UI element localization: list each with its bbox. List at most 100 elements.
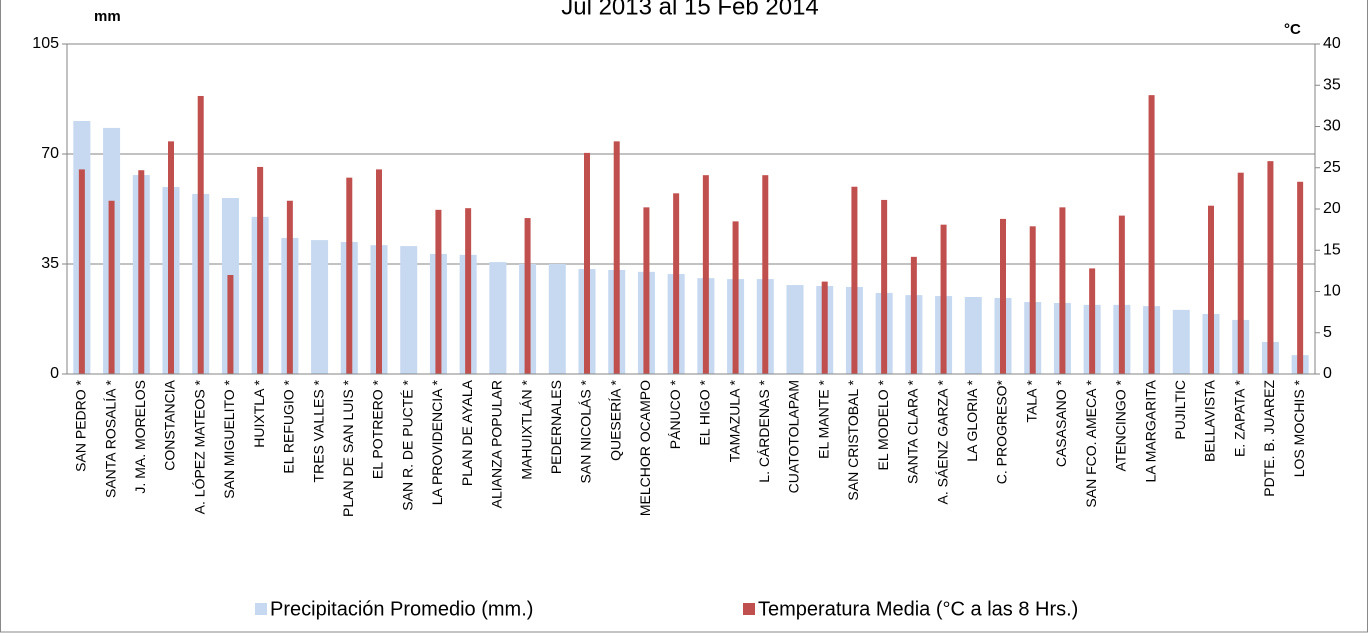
x-tick-label: EL POTRERO * [370, 379, 386, 479]
y2-tick-label: 40 [1323, 35, 1341, 52]
bar [78, 169, 85, 374]
x-tick-label: A. SÁENZ GARZA * [934, 379, 950, 504]
bar [257, 166, 264, 374]
x-tick-label: PLAN DE SAN LUIS * [340, 379, 356, 516]
x-tick-label: PLAN DE AYALA [459, 379, 475, 486]
x-tick-label: EL MODELO * [875, 379, 891, 470]
y2-tick-label: 5 [1323, 324, 1332, 341]
bar [1208, 205, 1214, 374]
bar [1118, 215, 1125, 374]
x-tick-label: MAHUIXTLÁN * [518, 379, 534, 479]
bar [910, 256, 917, 374]
y2-axis-label: °C [1284, 21, 1301, 38]
bar [613, 141, 620, 374]
legend-label: Precipitación Promedio (mm.) [270, 598, 533, 620]
bar [821, 281, 828, 374]
x-tick-label: PDTE. B. JUAREZ [1261, 380, 1277, 497]
y2-tick-label: 30 [1323, 118, 1341, 135]
bar [1029, 226, 1036, 374]
legend-swatch [743, 603, 755, 615]
bar [548, 264, 566, 374]
bar [1000, 218, 1006, 374]
bar [584, 152, 590, 374]
bar [643, 207, 650, 374]
x-tick-label: EL REFUGIO * [281, 379, 297, 473]
bar [881, 199, 888, 374]
bar [168, 141, 174, 374]
x-tick-label: TAMAZULA * [726, 379, 742, 462]
x-tick-label: SAN CRISTOBAL * [845, 379, 861, 500]
bar [964, 297, 982, 374]
y2-tick-label: 25 [1323, 159, 1341, 176]
x-tick-label: L. CÁRDENAS * [756, 379, 772, 482]
x-tick-label: CUATOTOLAPAM [786, 380, 802, 493]
bar [702, 175, 709, 374]
bar [227, 275, 234, 374]
legend-swatch [255, 603, 267, 615]
x-tick-label: LA MARGARITA [1142, 379, 1158, 482]
x-tick-label: LA GLORIA * [964, 379, 980, 461]
x-tick-label: J. MA. MORELOS [132, 380, 148, 494]
bar [673, 193, 680, 374]
bar [1148, 95, 1155, 375]
x-tick-label: PUJILTIC [1172, 380, 1188, 440]
x-tick-label: CASASANO * [1053, 379, 1069, 467]
bar [286, 200, 293, 374]
x-tick-label: SAN FCO. AMECA * [1083, 379, 1099, 507]
x-tick-label: EL MANTE * [815, 379, 831, 458]
y-tick-label: 0 [50, 365, 59, 382]
x-tick-label: BELLAVISTA [1202, 379, 1218, 462]
bar [346, 177, 353, 374]
bar [1237, 172, 1244, 374]
x-tick-label: SAN NICOLÁS * [578, 379, 594, 483]
bar [1172, 309, 1190, 374]
x-tick-label: SAN PEDRO * [73, 379, 89, 471]
y2-tick-label: 0 [1323, 365, 1332, 382]
y2-tick-label: 10 [1323, 283, 1341, 300]
x-tick-label: LA PROVIDENCIA * [429, 379, 445, 505]
y-tick-label: 105 [32, 35, 59, 52]
bar [1089, 268, 1096, 374]
bar [762, 175, 769, 374]
bar [489, 262, 507, 374]
bar [311, 240, 329, 374]
x-tick-label: LOS MOCHIS * [1291, 379, 1307, 477]
x-tick-label: E. ZAPATA * [1231, 379, 1247, 457]
x-tick-label: SAN MIGUELITO * [221, 379, 237, 498]
x-tick-label: HUIXTLA * [251, 379, 267, 447]
bar [435, 209, 442, 374]
x-tick-label: TALA * [1023, 379, 1039, 422]
x-tick-label: PÁNUCO * [667, 379, 683, 449]
x-tick-label: SANTA CLARA * [905, 379, 921, 484]
y2-tick-label: 20 [1323, 200, 1341, 217]
y-axis-label: mm [94, 8, 121, 25]
bar [1297, 181, 1304, 374]
bar [465, 208, 472, 374]
x-tick-label: EL HIGO * [697, 379, 713, 445]
bar [197, 95, 204, 374]
y2-tick-label: 35 [1323, 76, 1341, 93]
y-tick-label: 70 [41, 145, 59, 162]
x-tick-label: C. PROGRESO* [994, 379, 1010, 484]
x-tick-label: PEDERNALES [548, 380, 564, 474]
bar [524, 218, 531, 374]
y2-tick-label: 15 [1323, 241, 1341, 258]
bar [732, 221, 739, 374]
legend-label: Temperatura Media (°C a las 8 Hrs.) [758, 598, 1078, 620]
bar [851, 186, 858, 374]
x-tick-label: QUESERÍA * [607, 379, 623, 460]
y-tick-label: 35 [41, 255, 59, 272]
bar [786, 285, 804, 374]
x-tick-label: TRES VALLES * [310, 379, 326, 482]
x-tick-label: ATENCINGO * [1113, 379, 1129, 471]
bar [138, 170, 145, 374]
bar [1059, 207, 1066, 374]
bar [400, 246, 418, 374]
x-tick-label: SAN R. DE PUCTÉ * [399, 379, 415, 510]
bar [108, 200, 115, 374]
bar [1267, 161, 1274, 374]
x-tick-label: A. LÓPEZ MATEOS * [191, 379, 207, 514]
x-tick-label: MELCHOR OCAMPO [637, 380, 653, 516]
x-tick-label: CONSTANCIA [162, 379, 178, 470]
